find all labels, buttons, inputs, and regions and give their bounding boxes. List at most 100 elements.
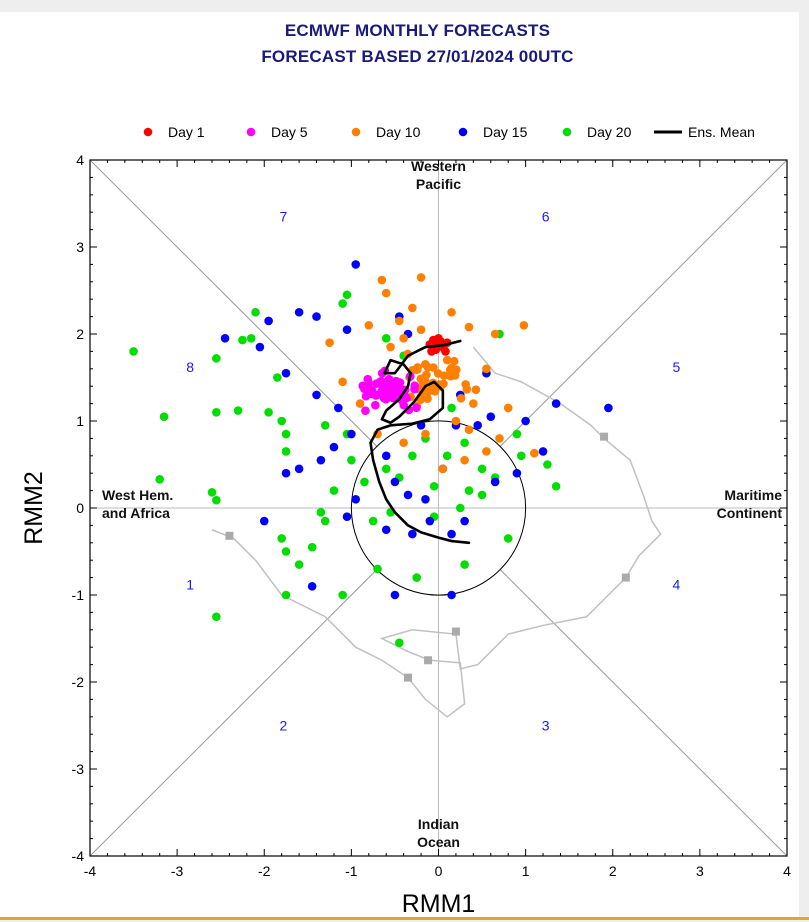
data-point [412, 403, 421, 413]
data-point [438, 464, 448, 474]
data-point [264, 316, 273, 326]
x-tick-label: -3 [171, 863, 184, 879]
region-label-line: Continent [717, 505, 783, 521]
y-tick-label: -4 [72, 848, 85, 864]
data-point [281, 447, 291, 456]
phase-label-3: 3 [542, 718, 550, 734]
data-point [427, 347, 436, 356]
phase-label-1: 1 [186, 577, 194, 593]
data-point [381, 451, 391, 461]
data-point [129, 347, 138, 356]
phase-diagonal [499, 159, 788, 447]
data-point [425, 516, 435, 526]
ensemble-mean-line [369, 339, 471, 545]
region-label-line: Ocean [417, 834, 460, 850]
climatology-marker [225, 531, 234, 540]
data-point [386, 342, 395, 352]
data-point [312, 312, 321, 321]
data-point [530, 448, 539, 458]
data-point [394, 638, 404, 648]
series-day-5 [358, 366, 421, 416]
data-point [294, 307, 304, 317]
data-point [399, 334, 408, 343]
x-tick-label: 2 [609, 863, 617, 879]
region-label-line: Western [411, 158, 466, 174]
data-point [503, 403, 513, 413]
data-point [342, 290, 352, 300]
climatology-track [211, 346, 662, 718]
series-day-20 [129, 290, 561, 648]
region-label-line: West Hem. [102, 487, 173, 503]
climatology-marker [621, 573, 630, 582]
data-point [212, 408, 221, 417]
data-point [471, 385, 481, 394]
data-point [281, 429, 291, 439]
data-point [512, 429, 522, 439]
data-point [447, 403, 456, 413]
data-point [452, 365, 461, 374]
data-point [395, 378, 405, 387]
data-point [473, 421, 483, 430]
data-point [381, 464, 391, 474]
data-point [207, 488, 217, 497]
data-point [460, 438, 469, 448]
data-point [320, 421, 330, 430]
data-point [390, 477, 400, 487]
unit-circle [350, 420, 527, 596]
data-point [538, 447, 548, 456]
data-point [264, 408, 273, 417]
data-point [402, 393, 411, 403]
data-point [277, 534, 286, 543]
data-point [238, 335, 247, 345]
x-axis-label: RMM1 [402, 890, 476, 918]
data-point [490, 477, 500, 487]
data-point [439, 379, 448, 389]
phase-label-2: 2 [280, 718, 288, 734]
region-label-line: Indian [418, 816, 459, 832]
chart-title-line-2: FORECAST BASED 27/01/2024 00UTC [261, 47, 574, 66]
region-label-line: and Africa [102, 505, 170, 521]
phase-label-5: 5 [672, 359, 680, 375]
data-point [464, 486, 474, 495]
data-point [281, 590, 291, 600]
data-point [360, 477, 369, 487]
data-point [389, 388, 398, 397]
data-point [477, 490, 487, 500]
data-point [412, 573, 422, 582]
chart-title-line-1: ECMWF MONTHLY FORECASTS [284, 21, 551, 40]
data-point [410, 384, 419, 394]
x-tick-label: 3 [696, 863, 704, 879]
phase-diagonal [89, 159, 378, 447]
data-point [316, 508, 326, 517]
climatology-marker [404, 673, 413, 682]
data-point [482, 364, 491, 374]
data-point [447, 529, 456, 539]
climatology-marker [451, 627, 460, 636]
phase-grid [89, 159, 788, 857]
data-point [521, 416, 530, 426]
data-point [342, 325, 352, 334]
x-tick-label: -4 [84, 863, 97, 879]
data-point [416, 273, 426, 282]
y-tick-label: -3 [72, 761, 85, 777]
data-point [446, 371, 455, 381]
legend-label: Day 15 [483, 124, 528, 140]
data-point [421, 495, 430, 504]
data-point [364, 387, 374, 396]
data-point [447, 307, 456, 317]
data-point [403, 490, 413, 500]
data-point [212, 495, 221, 505]
data-point [277, 416, 286, 426]
data-point [347, 429, 356, 439]
data-point [342, 512, 352, 521]
data-point [464, 322, 474, 332]
data-point [460, 516, 469, 526]
data-point [255, 342, 265, 352]
y-tick-label: 2 [76, 326, 84, 342]
data-point [442, 355, 452, 365]
data-point [495, 434, 504, 443]
phase-label-7: 7 [280, 209, 288, 225]
data-point [382, 387, 392, 397]
series-day-10 [325, 273, 539, 474]
